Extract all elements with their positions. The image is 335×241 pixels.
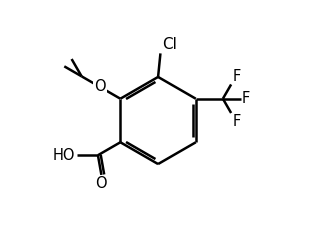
Text: F: F [242, 91, 250, 106]
Text: F: F [232, 114, 241, 129]
Text: O: O [94, 80, 106, 94]
Text: HO: HO [53, 148, 76, 163]
Text: Cl: Cl [162, 37, 177, 52]
Text: F: F [232, 69, 241, 84]
Text: O: O [95, 176, 107, 191]
